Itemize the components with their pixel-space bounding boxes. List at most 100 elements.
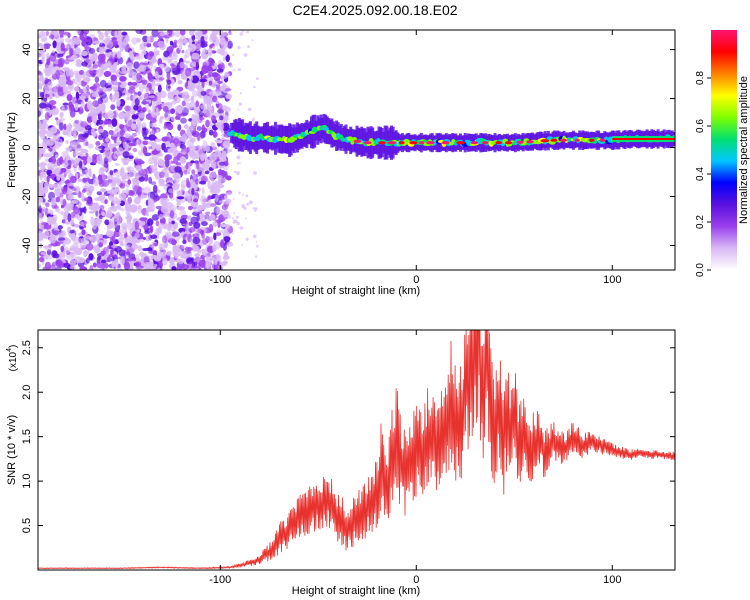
noise-cell	[180, 252, 189, 260]
track-peak	[516, 140, 524, 144]
noise-cell	[79, 226, 84, 230]
noise-cell	[214, 194, 219, 202]
track-peak	[398, 141, 405, 145]
noise-cell	[73, 224, 81, 228]
noise-cell	[216, 48, 223, 55]
noise-cell	[98, 31, 104, 41]
noise-cell	[153, 159, 158, 167]
noise-cell	[80, 121, 88, 128]
noise-cell	[83, 235, 92, 240]
noise-cell	[185, 177, 190, 184]
noise-cell	[194, 183, 198, 191]
noise-cell	[114, 128, 119, 132]
noise-cell	[92, 156, 98, 165]
noise-cell	[191, 34, 196, 41]
noise-cell	[226, 175, 232, 181]
noise-cell	[55, 259, 63, 268]
noise-speckle	[251, 118, 255, 122]
y-tick-label: 1.0	[21, 473, 33, 488]
noise-cell	[131, 243, 139, 250]
noise-cell	[170, 142, 175, 148]
noise-cell	[200, 104, 207, 110]
colorbar-tick-label: 0.8	[695, 71, 706, 85]
noise-cell	[193, 198, 199, 203]
noise-cell	[173, 95, 181, 104]
noise-cell	[149, 261, 154, 268]
noise-cell	[112, 69, 117, 74]
noise-speckle	[241, 30, 244, 33]
noise-speckle	[229, 64, 233, 68]
noise-cell	[138, 112, 146, 119]
noise-speckle	[247, 45, 251, 49]
noise-cell	[188, 227, 196, 233]
noise-cell	[100, 250, 106, 255]
noise-cell	[110, 104, 116, 111]
noise-cell	[116, 38, 120, 42]
noise-cell	[38, 185, 44, 192]
noise-cell	[64, 58, 70, 65]
noise-cell	[52, 105, 56, 109]
noise-cell	[79, 33, 85, 41]
noise-cell	[46, 175, 50, 183]
noise-cell	[58, 119, 64, 124]
noise-cell	[92, 178, 100, 187]
noise-cell	[181, 264, 190, 270]
noise-cell	[160, 205, 169, 214]
noise-cell	[107, 30, 112, 34]
noise-cell	[62, 85, 69, 94]
noise-cell	[109, 188, 118, 196]
noise-cell	[59, 30, 64, 36]
noise-cell	[116, 99, 121, 107]
noise-cell	[63, 262, 71, 269]
noise-cell	[155, 111, 160, 116]
track-peak	[387, 141, 397, 145]
noise-cell	[92, 100, 100, 108]
noise-speckle	[229, 32, 233, 36]
noise-cell	[61, 219, 66, 224]
track-peak	[482, 141, 489, 145]
noise-cell	[217, 109, 224, 114]
noise-speckle	[251, 39, 254, 42]
noise-cell	[58, 76, 67, 86]
noise-cell	[218, 200, 226, 204]
noise-cell	[41, 206, 46, 214]
noise-cell	[124, 114, 131, 122]
noise-cell	[150, 181, 157, 186]
noise-cell	[102, 150, 109, 158]
noise-cell	[122, 161, 129, 166]
noise-cell	[208, 258, 213, 267]
noise-cell	[125, 208, 131, 217]
noise-cell	[43, 253, 49, 260]
noise-cell	[101, 266, 105, 270]
noise-cell	[48, 100, 57, 106]
noise-cell	[205, 211, 211, 215]
noise-cell	[187, 215, 192, 220]
noise-cell	[110, 205, 118, 212]
noise-cell	[158, 214, 165, 220]
noise-cell	[172, 89, 180, 96]
noise-cell	[73, 161, 79, 168]
noise-cell	[91, 127, 95, 136]
noise-cell	[180, 183, 186, 192]
noise-cell	[193, 266, 201, 270]
noise-cell	[67, 213, 72, 223]
noise-cell	[225, 93, 233, 100]
noise-speckle	[239, 92, 242, 95]
noise-cell	[219, 85, 226, 92]
noise-cell	[135, 254, 140, 262]
noise-cell	[141, 101, 150, 105]
spectrogram-x-ticks: -100 0 100	[209, 30, 621, 286]
noise-cell	[44, 245, 52, 251]
noise-cell	[194, 253, 201, 258]
noise-cell	[57, 53, 64, 58]
noise-cell	[44, 45, 50, 50]
noise-cell	[65, 147, 72, 152]
noise-cell	[55, 141, 61, 150]
noise-cell	[155, 220, 160, 227]
noise-cell	[150, 234, 158, 240]
noise-cell	[149, 122, 158, 128]
noise-cell	[38, 151, 42, 161]
noise-cell	[44, 175, 48, 181]
noise-cell	[96, 261, 104, 268]
noise-cell	[57, 57, 65, 66]
